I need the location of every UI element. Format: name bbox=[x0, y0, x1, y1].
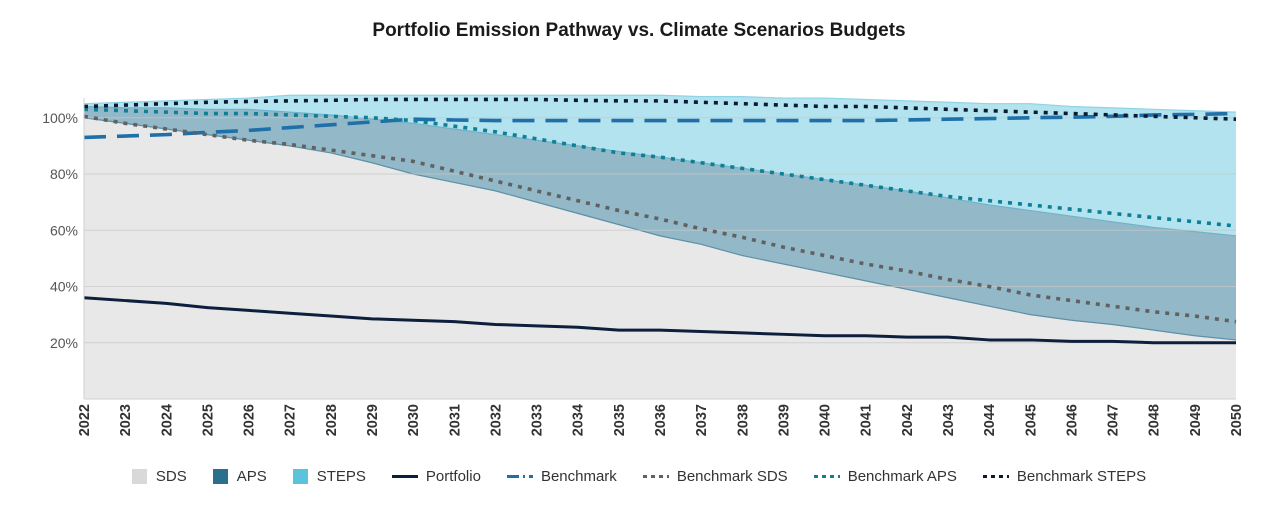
x-tick-label: 2022 bbox=[77, 404, 93, 436]
legend-label: SDS bbox=[155, 468, 187, 485]
legend-line-benchmark bbox=[506, 475, 533, 478]
legend-line-portfolio bbox=[391, 475, 418, 478]
legend-swatch-sds bbox=[131, 469, 147, 484]
legend: SDS APS STEPS Portfolio Benchmark Benchmark S… bbox=[0, 468, 1278, 485]
y-tick-label: 40% bbox=[50, 279, 78, 295]
axes bbox=[83, 98, 1236, 400]
x-tick-label: 2046 bbox=[1064, 404, 1080, 436]
area-edge-steps bbox=[83, 94, 1237, 113]
legend-label: STEPS bbox=[316, 468, 366, 485]
x-tick-label: 2023 bbox=[118, 404, 134, 436]
x-tick-label: 2040 bbox=[818, 404, 834, 436]
legend-swatch-steps bbox=[292, 469, 308, 484]
x-axis-ticks: 2022 2023 2024 2025 2026 2027 2028 2029 2030 2031… bbox=[77, 404, 1245, 436]
line-benchmark-aps bbox=[83, 107, 1237, 228]
x-tick-label: 2038 bbox=[735, 404, 751, 436]
x-tick-label: 2041 bbox=[859, 404, 875, 436]
y-axis-ticks: 20% 40% 60% 80% 100% bbox=[42, 110, 78, 351]
area-layer bbox=[83, 94, 1237, 399]
legend-label: Benchmark SDS bbox=[676, 468, 788, 485]
x-tick-label: 2036 bbox=[653, 404, 669, 436]
legend-label: APS bbox=[236, 468, 267, 485]
x-tick-label: 2030 bbox=[406, 404, 422, 436]
legend-label: Benchmark STEPS bbox=[1016, 468, 1147, 485]
x-tick-label: 2050 bbox=[1229, 404, 1245, 436]
legend-line-benchmark-steps bbox=[982, 475, 1009, 478]
legend-item-benchmark-sds[interactable]: Benchmark SDS bbox=[642, 468, 788, 485]
legend-swatch-aps bbox=[212, 469, 228, 484]
x-tick-label: 2027 bbox=[283, 404, 299, 436]
x-tick-label: 2026 bbox=[242, 404, 258, 436]
line-layer bbox=[83, 97, 1237, 345]
legend-item-benchmark-aps[interactable]: Benchmark APS bbox=[813, 468, 957, 485]
x-tick-label: 2039 bbox=[776, 404, 792, 436]
legend-line-benchmark-sds bbox=[642, 475, 669, 478]
legend-item-sds[interactable]: SDS bbox=[131, 468, 187, 485]
chart-title: Portfolio Emission Pathway vs. Climate S… bbox=[372, 20, 906, 41]
x-tick-label: 2037 bbox=[694, 404, 710, 436]
legend-label: Benchmark APS bbox=[847, 468, 957, 485]
line-portfolio bbox=[83, 296, 1236, 345]
legend-item-benchmark-steps[interactable]: Benchmark STEPS bbox=[982, 468, 1147, 485]
area-edge-aps bbox=[83, 105, 1237, 237]
x-tick-label: 2049 bbox=[1188, 404, 1204, 436]
x-tick-label: 2034 bbox=[571, 404, 587, 436]
x-tick-label: 2044 bbox=[982, 404, 998, 436]
legend-item-benchmark[interactable]: Benchmark bbox=[506, 468, 617, 485]
x-tick-label: 2028 bbox=[324, 404, 340, 436]
x-tick-label: 2048 bbox=[1147, 404, 1163, 436]
y-tick-label: 100% bbox=[42, 110, 78, 126]
x-tick-label: 2032 bbox=[488, 404, 504, 436]
legend-label: Benchmark bbox=[540, 468, 617, 485]
line-benchmark-sds bbox=[83, 114, 1237, 324]
x-tick-label: 2029 bbox=[365, 404, 381, 436]
legend-item-aps[interactable]: APS bbox=[212, 468, 267, 485]
x-tick-label: 2024 bbox=[159, 404, 175, 436]
x-tick-label: 2035 bbox=[612, 404, 628, 436]
x-tick-label: 2025 bbox=[200, 404, 216, 436]
x-tick-label: 2033 bbox=[530, 404, 546, 436]
x-tick-label: 2031 bbox=[447, 404, 463, 436]
y-tick-label: 20% bbox=[50, 335, 78, 351]
x-tick-label: 2043 bbox=[941, 404, 957, 436]
legend-item-portfolio[interactable]: Portfolio bbox=[391, 468, 481, 485]
line-benchmark bbox=[83, 111, 1237, 140]
gridlines bbox=[84, 117, 1236, 344]
line-benchmark-steps bbox=[83, 97, 1237, 121]
x-tick-label: 2047 bbox=[1106, 404, 1122, 436]
legend-item-steps[interactable]: STEPS bbox=[292, 468, 366, 485]
y-tick-label: 80% bbox=[50, 166, 78, 182]
x-tick-label: 2042 bbox=[900, 404, 916, 436]
area-sds bbox=[84, 117, 1236, 399]
y-tick-label: 60% bbox=[50, 222, 78, 238]
x-tick-label: 2045 bbox=[1023, 404, 1039, 436]
legend-label: Portfolio bbox=[425, 468, 481, 485]
legend-line-benchmark-aps bbox=[813, 475, 840, 478]
